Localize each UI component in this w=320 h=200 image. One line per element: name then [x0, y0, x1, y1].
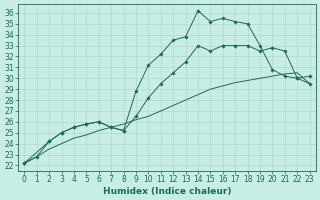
X-axis label: Humidex (Indice chaleur): Humidex (Indice chaleur) — [103, 187, 231, 196]
